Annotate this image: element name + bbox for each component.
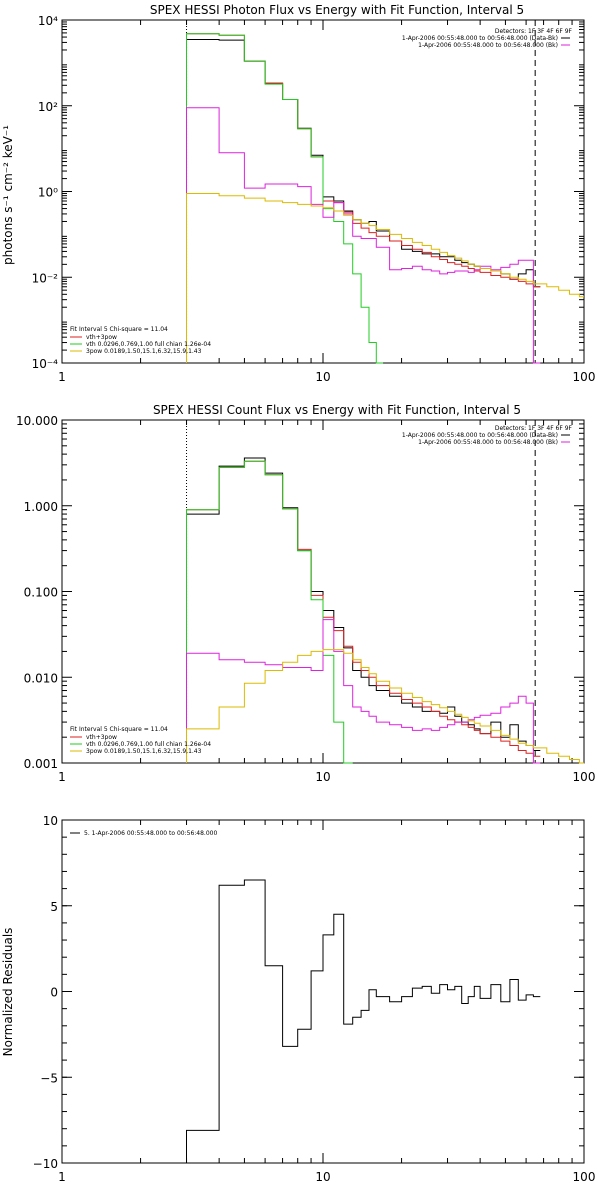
photon-x-tick-label: 1 xyxy=(58,370,66,384)
count-y-tick-label: 1.000 xyxy=(24,500,58,514)
count-y-tick-label: 0.100 xyxy=(24,586,58,600)
count-legend-detectors: Detectors: 1F 3F 4F 6F 9F xyxy=(495,425,573,432)
residuals-tick-marks: 1 10 100 −10 −5 0 5 10 xyxy=(33,814,596,1184)
count-x-tick-label: 1 xyxy=(58,770,66,784)
residuals-x-tick-label: 100 xyxy=(573,1170,596,1184)
photon-y-tick-label: 10² xyxy=(38,100,58,114)
residuals-y-axis-label: Normalized Residuals xyxy=(1,928,15,1057)
count-series-group xyxy=(186,420,584,764)
residuals-y-tick-label: −5 xyxy=(40,1071,58,1085)
residuals-series-0 xyxy=(186,879,541,1163)
count-x-tick-label: 10 xyxy=(315,770,330,784)
photon-legend-data: 1-Apr-2006 00:55:48.000 to 00:56:48.000 … xyxy=(402,35,558,42)
photon-y-tick-label: 10⁰ xyxy=(38,186,58,200)
count-fit-total-label: vth+3pow xyxy=(86,734,117,741)
photon-legend-bottomleft: Fit Interval 5 Chi-square = 11.04 vth+3p… xyxy=(70,326,211,355)
photon-legend-detectors: Detectors: 1F 3F 4F 6F 9F xyxy=(495,28,573,35)
count-y-tick-label: 10.000 xyxy=(16,414,58,428)
residuals-y-tick-label: 10 xyxy=(43,814,58,828)
photon-series-4 xyxy=(186,193,584,363)
residuals-y-tick-label: 5 xyxy=(50,900,58,914)
residuals-x-tick-label: 10 xyxy=(315,1170,330,1184)
photon-y-tick-label: 10⁴ xyxy=(38,14,58,28)
residuals-y-tick-label: −10 xyxy=(33,1157,58,1171)
photon-tick-marks: 1 10 100 10⁻⁴ 10⁻² 10⁰ 10² 10⁴ xyxy=(32,14,596,384)
residuals-series-group xyxy=(186,879,541,1163)
count-fit-3pow-label: 3pow 0.0189,1.50,15.1,6.32,15.9,1.43 xyxy=(86,748,202,755)
residuals-plot-frame xyxy=(61,819,585,1164)
photon-fit-info: Fit Interval 5 Chi-square = 11.04 xyxy=(70,326,168,333)
photon-chart-title: SPEX HESSI Photon Flux vs Energy with Fi… xyxy=(150,3,524,17)
photon-fit-vth-label: vth 0.0296,0.769,1.00 full chian 1.26e-0… xyxy=(86,341,211,348)
count-series-2 xyxy=(186,460,353,764)
photon-x-tick-label: 100 xyxy=(573,370,596,384)
residuals-x-tick-label: 1 xyxy=(58,1170,66,1184)
residuals-legend: 5. 1-Apr-2006 00:55:48.000 to 00:56:48.0… xyxy=(70,830,217,837)
photon-y-tick-label: 10⁻² xyxy=(32,271,59,285)
photon-fit-total-label: vth+3pow xyxy=(86,334,117,341)
count-y-tick-label: 0.010 xyxy=(24,671,58,685)
count-y-tick-label: 0.001 xyxy=(24,757,58,771)
count-legend-topright: Detectors: 1F 3F 4F 6F 9F 1-Apr-2006 00:… xyxy=(402,425,573,446)
count-legend-data: 1-Apr-2006 00:55:48.000 to 00:56:48.000 … xyxy=(402,432,558,439)
count-x-tick-label: 100 xyxy=(573,770,596,784)
count-series-3 xyxy=(186,619,541,764)
count-flux-panel: SPEX HESSI Count Flux vs Energy with Fit… xyxy=(16,403,595,784)
count-series-1 xyxy=(186,460,541,763)
residuals-y-tick-label: 0 xyxy=(50,986,58,1000)
photon-fit-3pow-label: 3pow 0.0189,1.50,15.1,6.32,15.9,1.43 xyxy=(86,348,202,355)
count-chart-title: SPEX HESSI Count Flux vs Energy with Fit… xyxy=(153,403,521,417)
count-fit-vth-label: vth 0.0296,0.769,1.00 full chian 1.26e-0… xyxy=(86,741,211,748)
photon-y-tick-label: 10⁻⁴ xyxy=(32,357,59,371)
count-legend-bk: 1-Apr-2006 00:55:48.000 to 00:56:48.000 … xyxy=(418,439,558,446)
residuals-panel: Normalized Residuals 1 10 100 −10 −5 0 5 10 5. … xyxy=(1,814,595,1184)
count-series-4 xyxy=(186,649,584,764)
count-legend-bottomleft: Fit Interval 5 Chi-square = 11.04 vth+3p… xyxy=(70,726,211,755)
count-series-0 xyxy=(186,457,541,763)
count-fit-info: Fit Interval 5 Chi-square = 11.04 xyxy=(70,726,168,733)
photon-legend-bk: 1-Apr-2006 00:55:48.000 to 00:56:48.000 … xyxy=(418,42,558,49)
photon-series-0 xyxy=(186,39,541,363)
photon-flux-panel: SPEX HESSI Photon Flux vs Energy with Fi… xyxy=(1,3,595,384)
photon-y-axis-label: photons s⁻¹ cm⁻² keV⁻¹ xyxy=(1,125,15,265)
photon-series-1 xyxy=(186,33,541,363)
photon-series-2 xyxy=(186,33,384,364)
photon-series-3 xyxy=(186,107,541,364)
photon-legend-topright: Detectors: 1F 3F 4F 6F 9F 1-Apr-2006 00:… xyxy=(402,28,573,49)
count-tick-marks: 1 10 100 0.001 0.010 0.100 1.000 10.000 xyxy=(16,414,595,784)
photon-x-tick-label: 10 xyxy=(315,370,330,384)
photon-series-group xyxy=(186,20,584,364)
residuals-legend-label: 5. 1-Apr-2006 00:55:48.000 to 00:56:48.0… xyxy=(84,830,217,837)
